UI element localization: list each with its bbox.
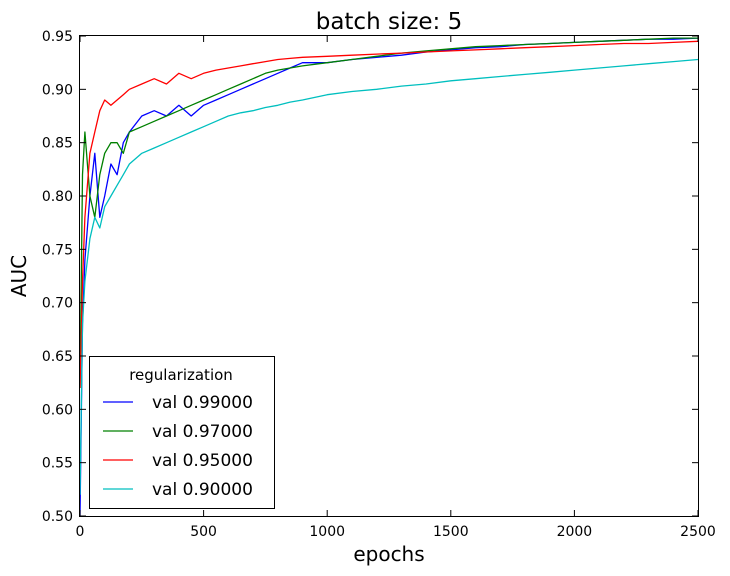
- x-tick-label: 0: [76, 524, 85, 540]
- x-tick-label: 1500: [433, 524, 469, 540]
- y-axis-title: AUC: [7, 255, 31, 297]
- legend: regularization val 0.99000 val 0.97000 val…: [89, 356, 275, 509]
- legend-label-4: val 0.90000: [152, 480, 253, 500]
- x-tick-label: 500: [190, 524, 217, 540]
- legend-title: regularization: [129, 366, 233, 384]
- y-tick-label: 0.60: [42, 402, 73, 418]
- y-tick-label: 0.95: [42, 29, 73, 45]
- legend-box: [89, 356, 275, 509]
- x-tick-label: 2000: [557, 524, 593, 540]
- y-tick-label: 0.85: [42, 136, 73, 152]
- x-tick-label: 2500: [680, 524, 716, 540]
- x-tick-label: 1000: [309, 524, 345, 540]
- plot-frame: [79, 35, 699, 517]
- y-tick-label: 0.50: [42, 509, 73, 525]
- legend-label-2: val 0.97000: [152, 422, 253, 442]
- y-tick-label: 0.75: [42, 242, 73, 258]
- y-tick-label: 0.80: [42, 189, 73, 205]
- y-tick-label: 0.65: [42, 349, 73, 365]
- legend-label-1: val 0.99000: [152, 393, 253, 413]
- y-tick-label: 0.70: [42, 296, 73, 312]
- chart-title: batch size: 5: [316, 9, 463, 35]
- series-line-3: [79, 40, 699, 389]
- series-line-4: [79, 58, 699, 495]
- x-axis-title: epochs: [353, 542, 424, 566]
- y-tick-label: 0.55: [42, 456, 73, 472]
- y-axis: 0.50 0.55 0.60 0.65 0.70 0.75 0.80 0.85 0.90 0.95: [42, 29, 698, 525]
- legend-label-3: val 0.95000: [152, 451, 253, 471]
- y-tick-label: 0.90: [42, 82, 73, 98]
- series-line-2: [79, 37, 698, 389]
- series-layer: [79, 37, 699, 517]
- x-axis: 0 500 1000 1500 2000 2500: [76, 36, 716, 540]
